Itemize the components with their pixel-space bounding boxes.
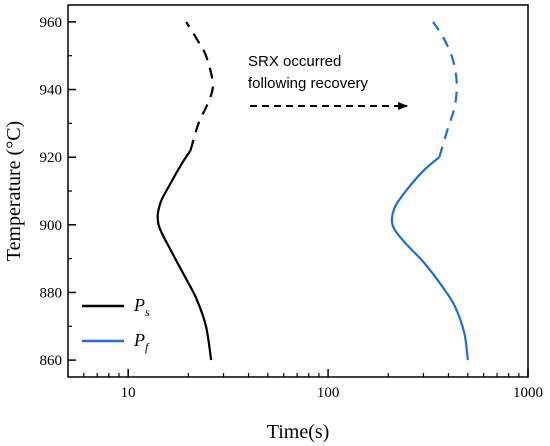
series-ps-solid-line [156,149,213,361]
legend-label-pf-sub: f [145,340,150,354]
axis-tick-labels: 10 100 1000 860 880 900 920 940 960 [40,15,544,401]
y-axis-title: Temperature (°C) [3,121,25,261]
x-tick-label: 1000 [513,385,543,401]
y-tick-label: 860 [40,353,63,369]
y-tick-label: 940 [40,83,63,99]
x-tick-label: 100 [317,385,340,401]
x-tick-label: 10 [121,385,136,401]
legend-label-ps: Ps [133,295,150,319]
series-ps-dashed-line [185,21,215,151]
legend-label-ps-sub: s [145,305,150,319]
y-tick-label: 880 [40,285,63,301]
annotation-line-2: following recovery [248,75,369,92]
legend-label-pf: Pf [133,330,150,354]
x-axis-title: Time(s) [267,421,330,443]
series-layer [156,21,469,361]
legend-label-pf-main: P [133,330,145,350]
y-tick-label: 900 [40,218,63,234]
axis-ticks [67,21,529,377]
y-tick-label: 920 [40,150,63,166]
series-pf-dashed-line [432,21,458,158]
annotation-line-1: SRX occurred [248,53,341,70]
legend-label-ps-main: P [133,295,145,315]
series-pf-solid-line [390,156,469,361]
y-tick-label: 960 [40,15,63,31]
legend: Ps Pf [82,295,150,354]
